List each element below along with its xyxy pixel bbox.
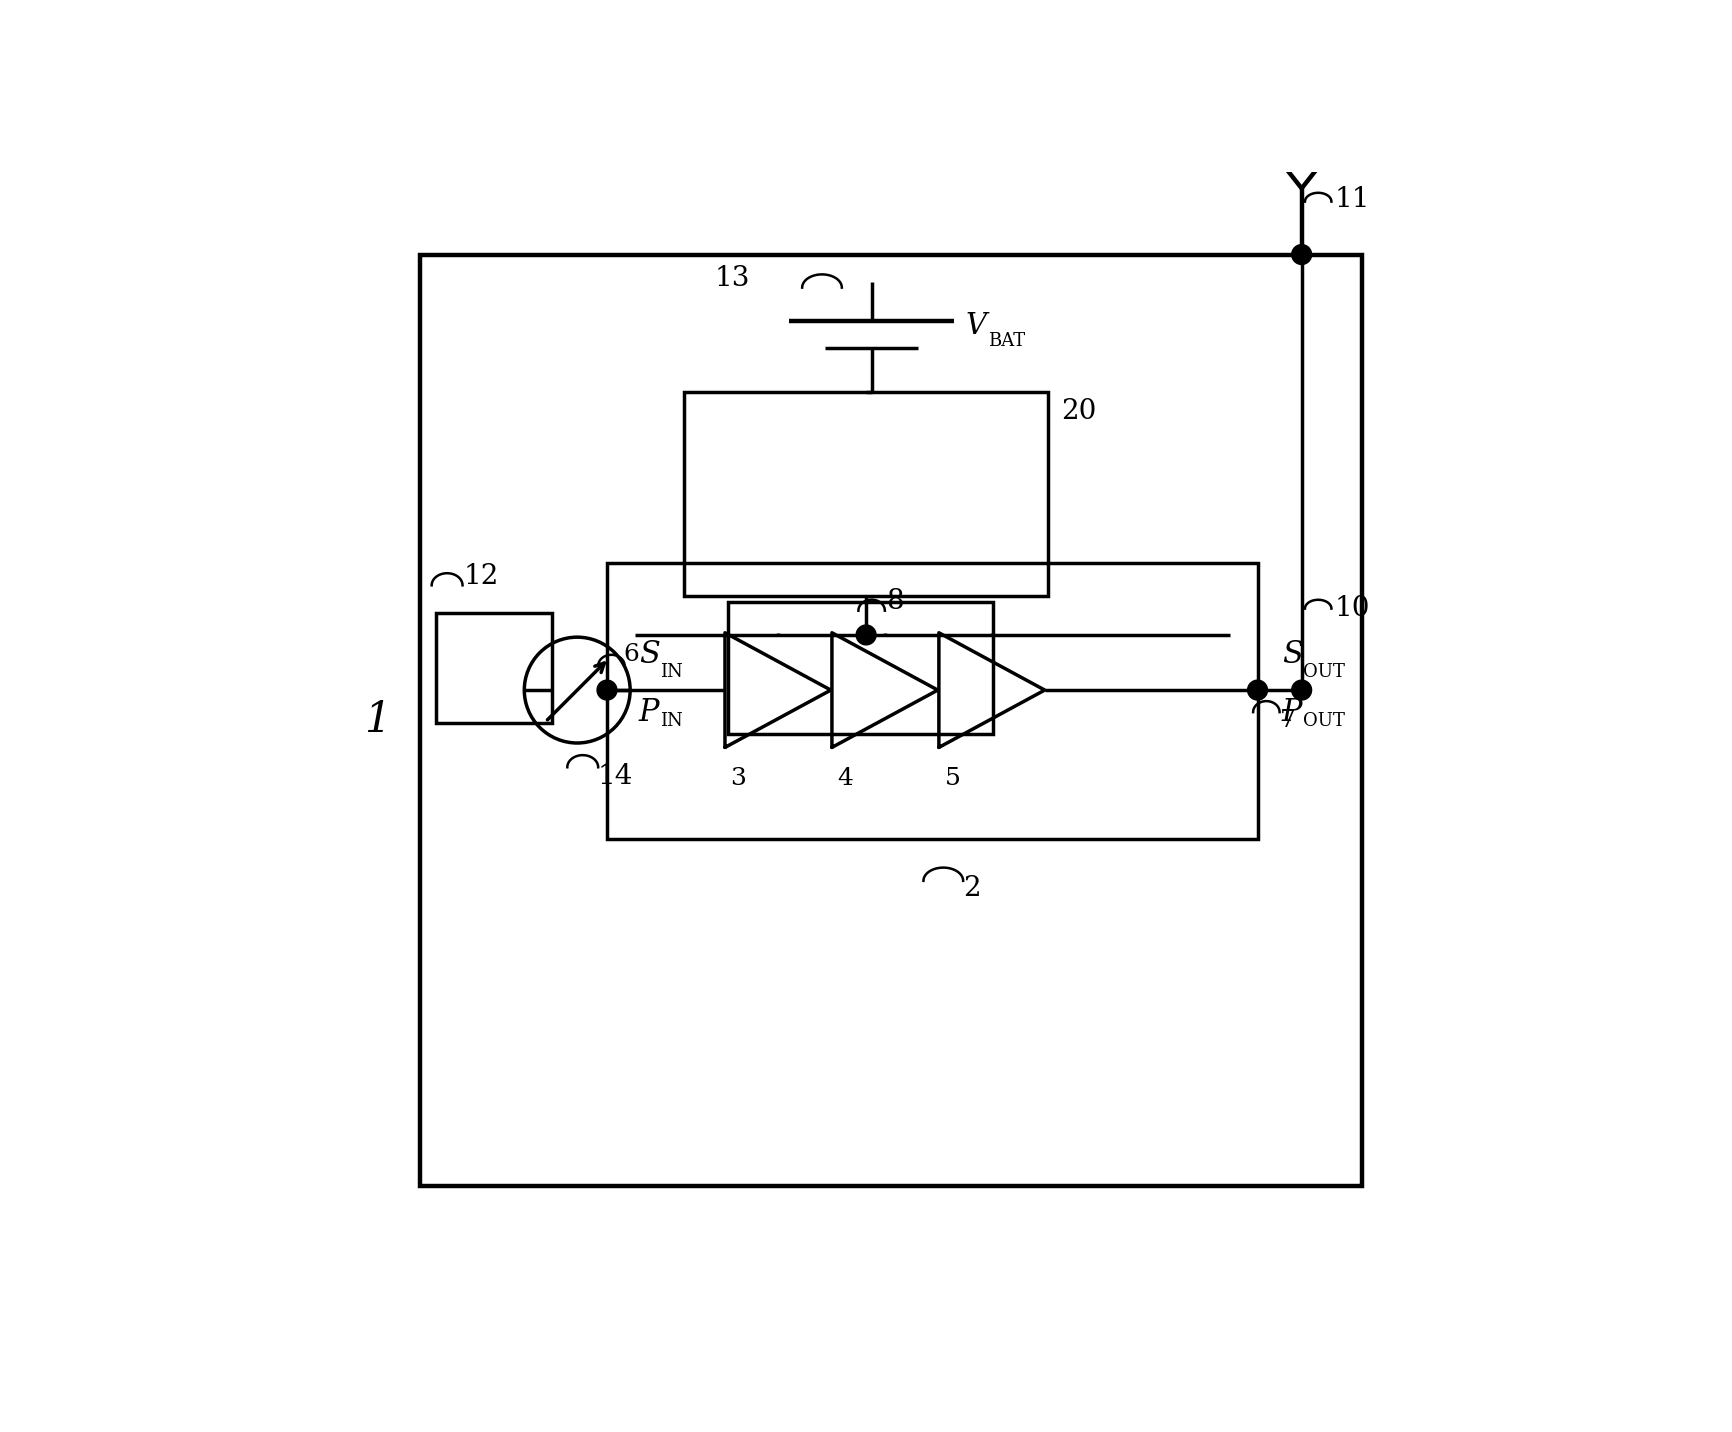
- Text: 10: 10: [1334, 596, 1370, 621]
- Bar: [436, 613, 551, 723]
- Text: OUT: OUT: [1302, 712, 1344, 730]
- Text: 1: 1: [364, 699, 391, 742]
- Text: 13: 13: [715, 265, 750, 292]
- Circle shape: [1290, 680, 1311, 700]
- Text: 4: 4: [837, 768, 852, 790]
- Text: BAT: BAT: [987, 332, 1025, 349]
- Text: 20: 20: [1060, 398, 1096, 425]
- Bar: [684, 392, 1048, 596]
- Bar: [419, 255, 1361, 1186]
- Text: 6: 6: [624, 643, 639, 666]
- Text: OUT: OUT: [1302, 663, 1344, 682]
- Text: P: P: [639, 697, 660, 727]
- Bar: [727, 601, 992, 735]
- Circle shape: [856, 624, 876, 644]
- Text: IN: IN: [660, 663, 682, 682]
- Text: S: S: [1282, 639, 1302, 670]
- Circle shape: [598, 680, 617, 700]
- Text: P: P: [1282, 697, 1301, 727]
- Text: IN: IN: [660, 712, 682, 730]
- Text: 14: 14: [598, 763, 632, 789]
- Text: V: V: [965, 312, 986, 341]
- Text: 12: 12: [464, 563, 499, 590]
- Bar: [606, 563, 1257, 839]
- Text: 7: 7: [1278, 709, 1296, 732]
- Text: 5: 5: [944, 768, 960, 790]
- Text: 2: 2: [963, 875, 980, 902]
- Circle shape: [1290, 245, 1311, 265]
- Text: 8: 8: [885, 589, 902, 616]
- Text: 3: 3: [731, 768, 746, 790]
- Circle shape: [1247, 680, 1266, 700]
- Text: 11: 11: [1334, 186, 1370, 213]
- Text: S: S: [639, 639, 660, 670]
